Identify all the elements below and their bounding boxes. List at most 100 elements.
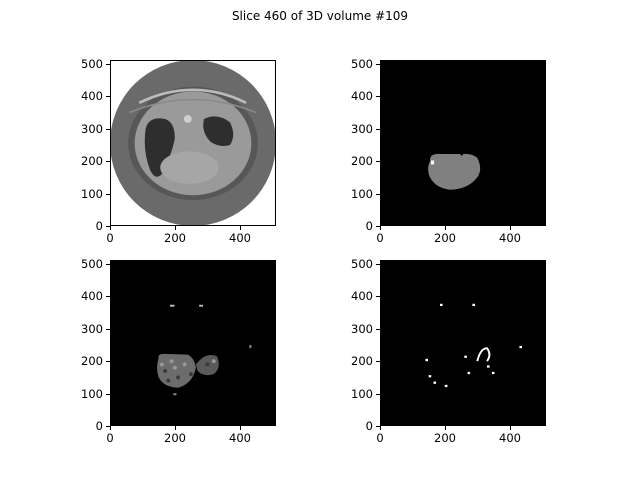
y-tick-label: 500 (351, 57, 373, 71)
y-tick-label: 500 (81, 257, 103, 271)
binary-highlight-panel (380, 260, 546, 426)
y-tick (106, 329, 110, 330)
right-lung (203, 116, 234, 147)
binary-speck (433, 381, 437, 384)
figure-title: Slice 460 of 3D volume #109 (231, 9, 409, 23)
y-tick (376, 96, 380, 97)
y-tick-label: 100 (81, 187, 103, 201)
y-tick (106, 161, 110, 162)
x-tick (510, 426, 511, 430)
binary-speck (491, 371, 495, 375)
binary-speck (519, 345, 523, 349)
y-tick-label: 300 (351, 122, 373, 136)
mask-region (428, 153, 481, 190)
y-tick (106, 394, 110, 395)
y-tick (376, 194, 380, 195)
y-tick (376, 129, 380, 130)
y-tick-label: 400 (351, 89, 373, 103)
y-tick-label: 100 (351, 187, 373, 201)
texture-speck (182, 362, 187, 367)
texture-speck (205, 362, 210, 367)
y-tick (106, 361, 110, 362)
texture-speck (159, 362, 164, 367)
x-tick (110, 226, 111, 230)
x-tick (175, 426, 176, 430)
y-tick (106, 96, 110, 97)
mask-highlight (430, 160, 435, 165)
y-tick-label: 0 (365, 419, 373, 433)
table-arc (138, 88, 247, 104)
y-tick-label: 400 (81, 289, 103, 303)
y-tick-label: 400 (81, 89, 103, 103)
y-tick-label: 500 (81, 57, 103, 71)
texture-speck (189, 372, 193, 377)
texture-speck (176, 375, 181, 380)
x-tick-label: 400 (229, 231, 251, 245)
x-tick-label: 200 (164, 231, 186, 245)
y-tick-label: 200 (351, 354, 373, 368)
y-tick-label: 0 (95, 419, 103, 433)
segmentation-mask-panel (380, 60, 546, 226)
speck-top-right (199, 304, 204, 307)
y-tick (106, 129, 110, 130)
y-tick-label: 300 (81, 122, 103, 136)
x-tick-label: 0 (376, 231, 384, 245)
x-tick-label: 0 (376, 431, 384, 445)
binary-speck (444, 384, 448, 388)
x-tick (380, 226, 381, 230)
x-tick-label: 200 (434, 231, 456, 245)
binary-speck (472, 303, 475, 307)
y-tick (376, 296, 380, 297)
binary-speck (464, 355, 467, 358)
y-tick (376, 264, 380, 265)
masked-organ (157, 353, 196, 388)
y-tick (376, 329, 380, 330)
texture-speck (169, 359, 174, 364)
y-tick-label: 400 (351, 289, 373, 303)
y-tick (376, 426, 380, 427)
y-tick (106, 264, 110, 265)
texture-speck (172, 365, 177, 370)
masked-intensity-panel (110, 260, 276, 426)
x-tick-label: 0 (106, 231, 114, 245)
x-tick-label: 400 (229, 431, 251, 445)
y-tick-label: 100 (81, 387, 103, 401)
y-tick-label: 300 (81, 322, 103, 336)
y-tick (106, 426, 110, 427)
binary-highlight-panel-image (425, 303, 523, 388)
y-tick (106, 226, 110, 227)
y-tick-label: 100 (351, 387, 373, 401)
speck-bottom (173, 393, 177, 396)
y-tick (106, 296, 110, 297)
y-tick (376, 64, 380, 65)
x-tick-label: 200 (434, 431, 456, 445)
y-tick-label: 200 (351, 154, 373, 168)
x-tick-label: 400 (499, 231, 521, 245)
y-tick (106, 194, 110, 195)
y-tick (376, 226, 380, 227)
table-arc-2 (129, 98, 257, 114)
organ-region (160, 151, 219, 184)
y-tick (376, 394, 380, 395)
ct-slice-panel-image (110, 60, 276, 226)
y-tick-label: 200 (81, 354, 103, 368)
binary-speck (467, 371, 471, 375)
texture-speck (211, 359, 216, 364)
binary-speck (439, 303, 443, 307)
x-tick (110, 426, 111, 430)
speck-arc (476, 347, 491, 362)
binary-speck (486, 365, 490, 368)
ct-slice-panel (110, 60, 276, 226)
texture-speck (166, 378, 171, 383)
y-tick (376, 161, 380, 162)
x-tick-label: 0 (106, 431, 114, 445)
y-tick (376, 361, 380, 362)
x-tick (445, 226, 446, 230)
x-tick (510, 226, 511, 230)
x-tick (240, 426, 241, 430)
speck-top-left (169, 304, 175, 307)
x-tick-label: 400 (499, 431, 521, 445)
y-tick-label: 0 (95, 219, 103, 233)
vertebra (183, 115, 192, 123)
y-tick-label: 0 (365, 219, 373, 233)
